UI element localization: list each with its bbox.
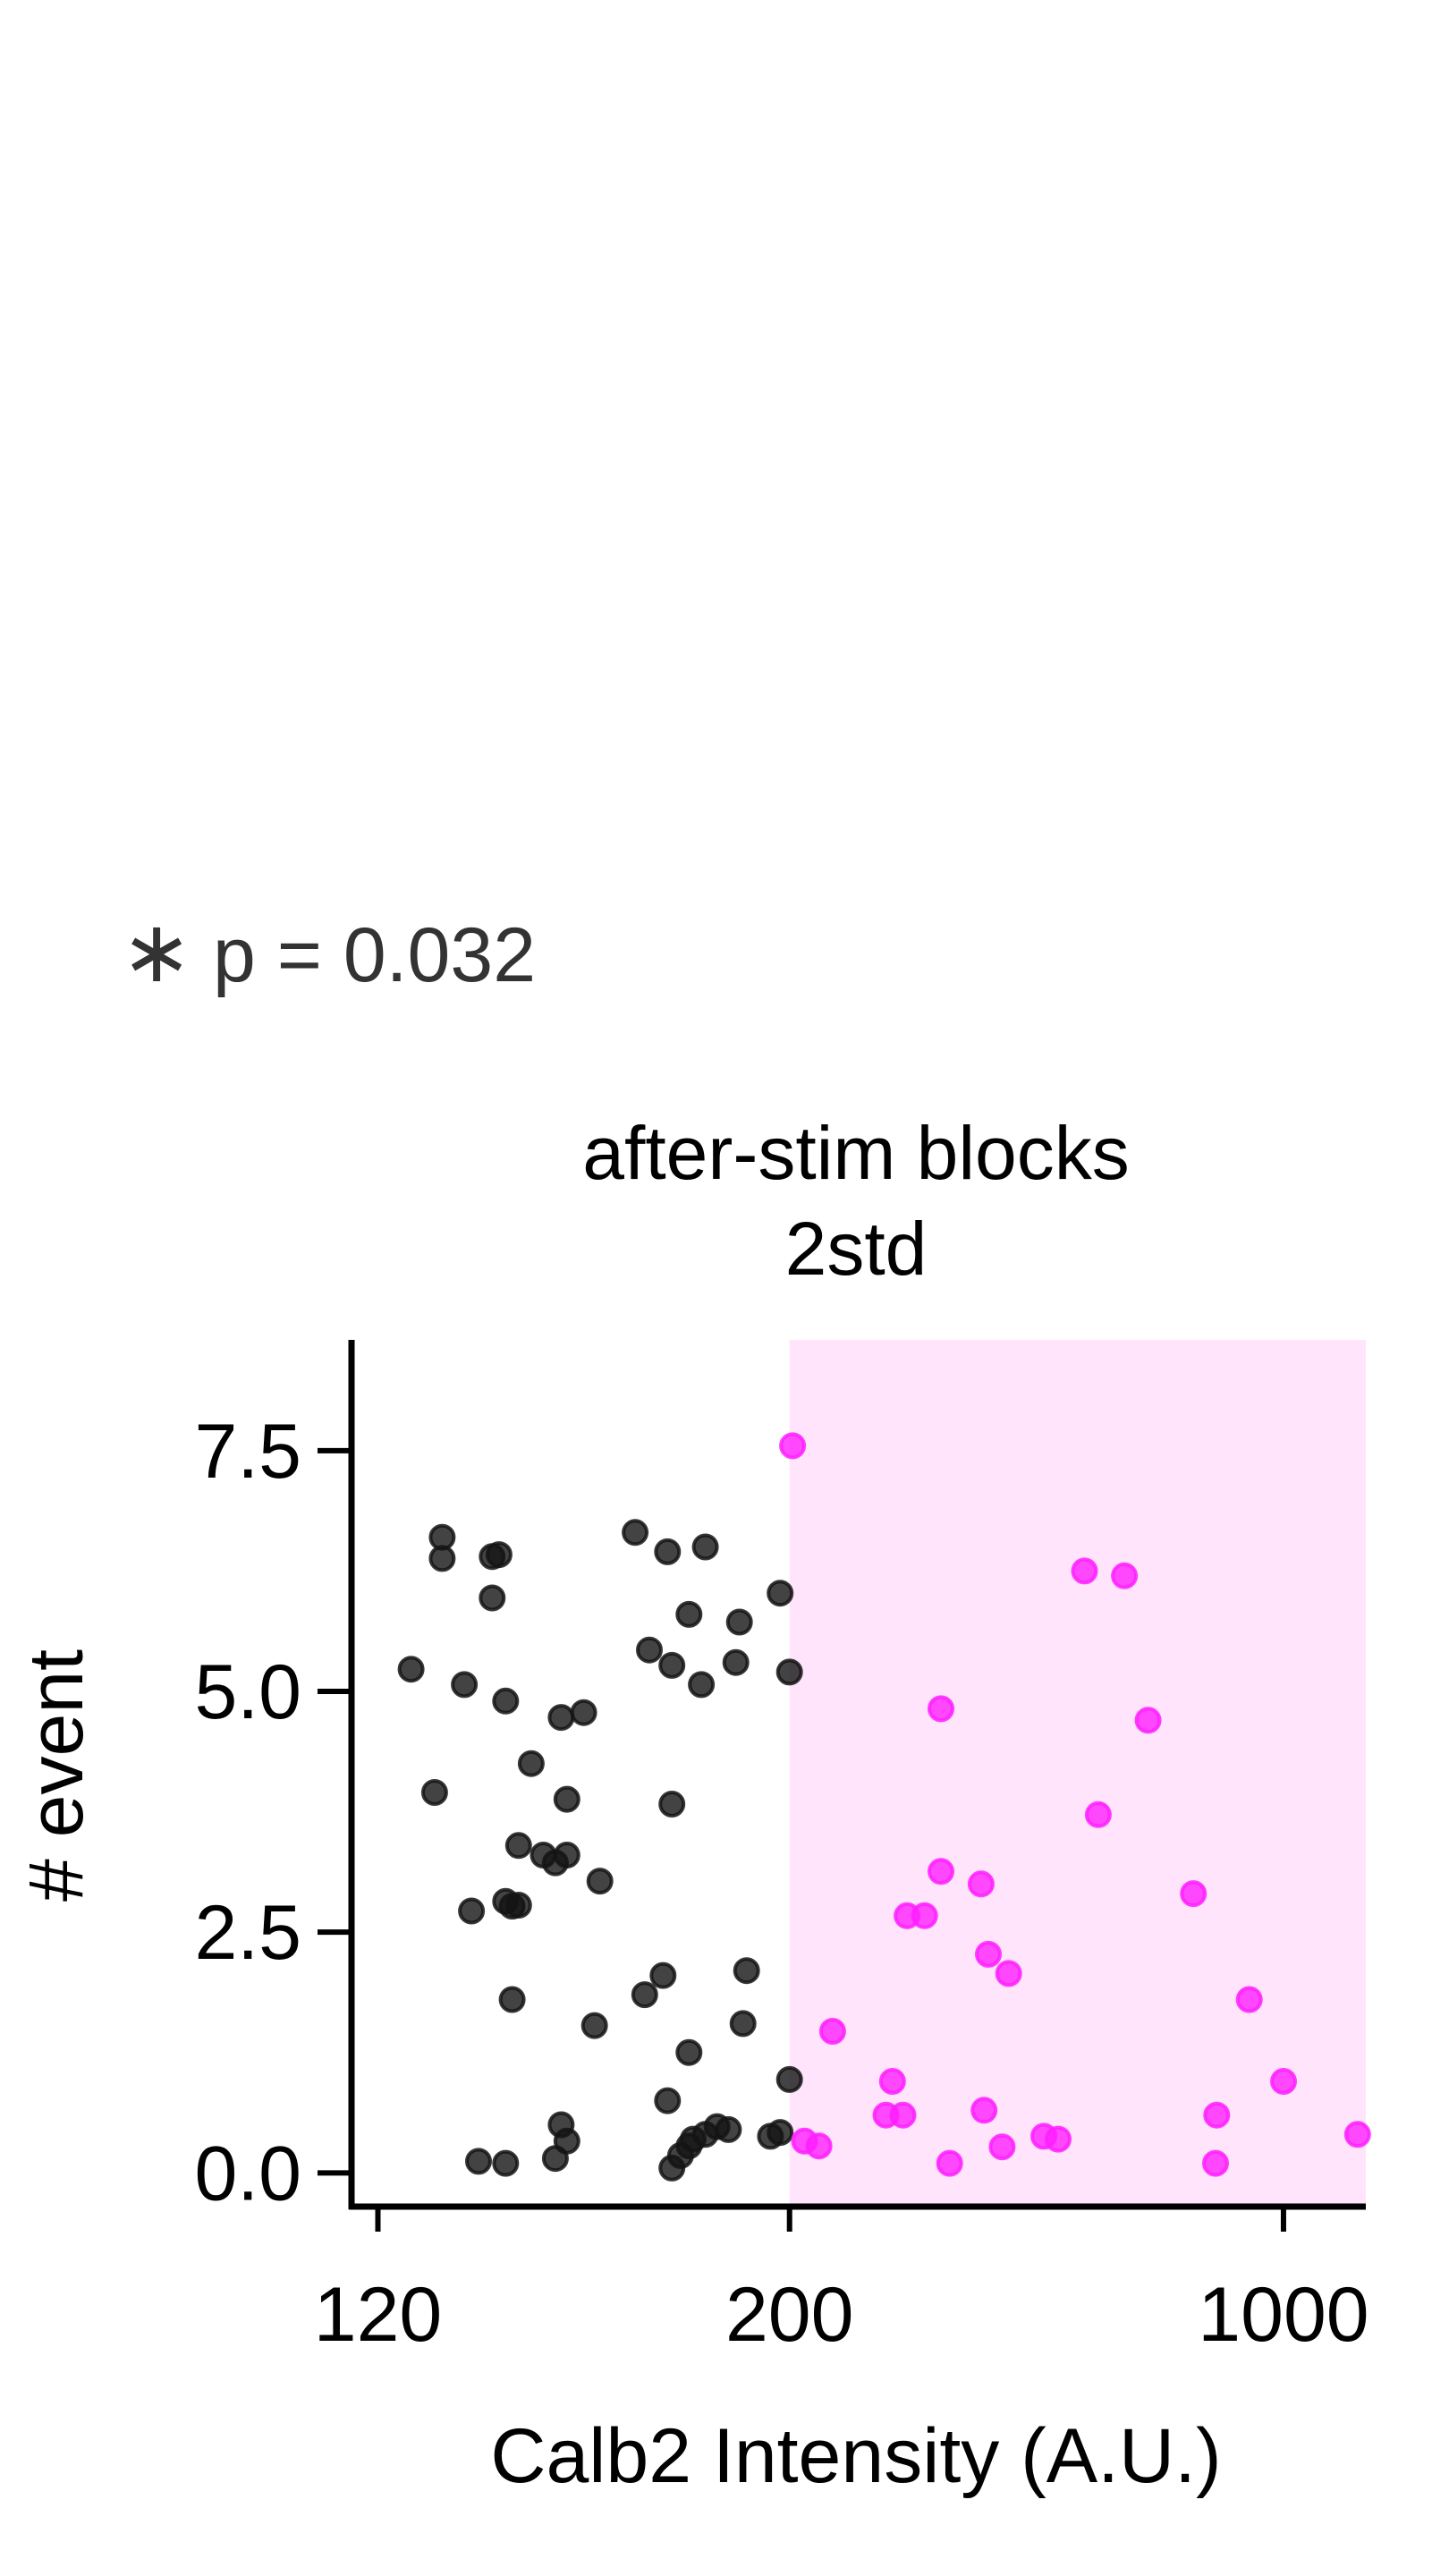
data-point [928, 1858, 954, 1885]
data-point [658, 1651, 686, 1679]
chart-subtitle: 2std [785, 1207, 928, 1291]
data-point [465, 2148, 492, 2175]
data-point [988, 2133, 1016, 2161]
x-tick-label: 120 [314, 2272, 443, 2358]
data-point [504, 1892, 532, 1919]
data-point [541, 2145, 569, 2173]
data-point [911, 1902, 938, 1929]
data-point [622, 1519, 649, 1546]
axes: 120 200 1000 0.0 2.5 5.0 7.5 [194, 1340, 1369, 2358]
data-point [733, 1957, 760, 1985]
data-point [995, 1960, 1022, 1987]
data-point [928, 1695, 954, 1723]
data-point [715, 2115, 742, 2143]
y-axis-label: # event [13, 1649, 99, 1902]
data-point [553, 1785, 580, 1813]
y-tick-label: 0.0 [194, 2131, 301, 2216]
chart-title: after-stim blocks [582, 1111, 1129, 1195]
data-point [498, 1986, 526, 2013]
data-point [1235, 1986, 1263, 2013]
data-point [1084, 1801, 1112, 1828]
data-point [570, 1699, 597, 1726]
data-point [729, 2010, 757, 2038]
data-point [654, 2087, 682, 2114]
data-point [428, 1545, 456, 1572]
data-point [688, 1671, 716, 1699]
data-point [631, 1981, 658, 2009]
data-point [878, 2068, 906, 2095]
plot-area [397, 1340, 1371, 2207]
data-point [553, 1842, 580, 1868]
y-tick-label: 7.5 [194, 1409, 301, 1495]
data-point [517, 1750, 545, 1777]
data-point [775, 2065, 803, 2093]
data-point [936, 2149, 963, 2177]
data-point [818, 2018, 846, 2045]
data-point [636, 1636, 663, 1664]
data-point [586, 1868, 614, 1895]
data-point [649, 1962, 677, 1989]
y-tick-label: 5.0 [194, 1649, 301, 1735]
data-point [658, 2154, 686, 2182]
y-tick-label: 2.5 [194, 1890, 301, 1976]
data-point [420, 1779, 448, 1806]
data-point [722, 1648, 750, 1676]
data-point [397, 1656, 425, 1683]
data-point [485, 1541, 513, 1569]
data-point [725, 1608, 753, 1636]
data-point [1203, 2101, 1231, 2129]
data-point [1071, 1557, 1098, 1585]
p-value-text: p = 0.032 [213, 912, 536, 998]
data-point [970, 2097, 998, 2124]
data-point [1111, 1562, 1139, 1589]
data-point [492, 1687, 520, 1715]
data-point [1270, 2068, 1297, 2095]
data-point [504, 1832, 532, 1860]
data-point [757, 2123, 784, 2150]
data-point [1202, 2149, 1229, 2177]
data-point [675, 1600, 703, 1628]
data-point [658, 1791, 686, 1818]
data-point [1343, 2121, 1371, 2148]
data-point [967, 1870, 995, 1898]
x-tick-label: 200 [725, 2272, 854, 2358]
significance-marker: ∗ [121, 904, 192, 1000]
data-point [1180, 1880, 1208, 1908]
data-point [805, 2132, 833, 2160]
x-tick-label: 1000 [1198, 2272, 1368, 2358]
highlight-region [789, 1340, 1366, 2207]
data-point [1045, 2125, 1072, 2153]
data-point [479, 1584, 506, 1612]
data-point [775, 1658, 803, 1686]
stat-annotation: ∗ p = 0.032 [121, 904, 536, 1000]
data-point [547, 1704, 575, 1732]
data-point [654, 1538, 682, 1565]
data-point [492, 2149, 520, 2177]
data-point [451, 1671, 479, 1699]
data-point [675, 2038, 703, 2066]
data-point [691, 1533, 719, 1561]
data-point [975, 1940, 1002, 1968]
data-point [779, 1432, 807, 1460]
data-point [580, 2012, 608, 2039]
data-point [1134, 1707, 1162, 1734]
data-point [889, 2101, 917, 2129]
x-axis-label: Calb2 Intensity (A.U.) [490, 2413, 1221, 2499]
data-point [767, 1580, 794, 1607]
data-point [458, 1897, 486, 1925]
